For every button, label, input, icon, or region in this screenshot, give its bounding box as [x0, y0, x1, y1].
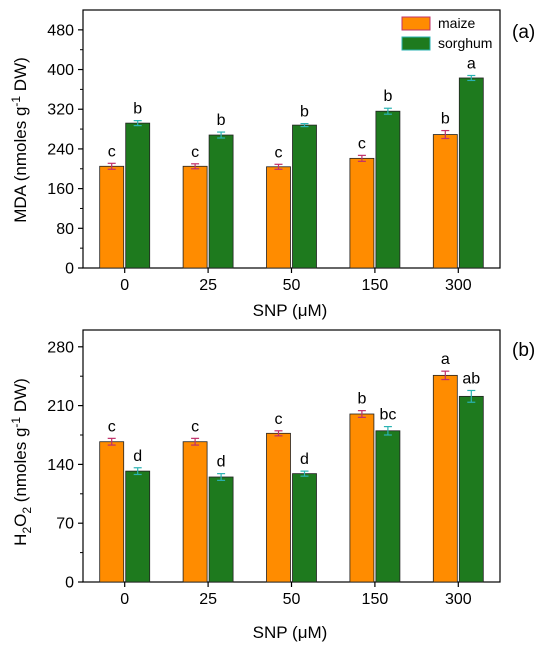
- panel-a-x-tick-label: 150: [362, 277, 389, 294]
- panel-a-sig-letter-maize-150: c: [358, 135, 366, 152]
- panel-b-x-tick-label: 150: [362, 591, 389, 608]
- panel-a-mda-chart: (a) MDA (nmoles g-1 DW) SNP (μM) maize s…: [9, 9, 535, 320]
- panel-a-bar-maize-25: [182, 165, 208, 269]
- panel-a-bar-sorghum-150: [375, 110, 401, 269]
- panel-a-y-tick-label: 240: [47, 141, 74, 158]
- panel-b-bar-sorghum-0: [125, 470, 151, 583]
- panel-b-y-tick-label: 0: [65, 575, 74, 592]
- panel-a-sig-letter-maize-50: c: [275, 144, 283, 161]
- panel-b-bar-sorghum-50: [292, 473, 317, 583]
- panel-a-bar-sorghum-25: [208, 134, 234, 269]
- panel-a-y-axis-title: MDA (nmoles g-1 DW): [9, 57, 30, 223]
- panel-b-bar-sorghum-300: [458, 395, 484, 583]
- panel-b-sig-letter-maize-150: b: [357, 391, 366, 408]
- panel-b-sig-letter-sorghum-50: d: [300, 451, 309, 468]
- panel-a-bar-maize-300: [432, 134, 458, 269]
- panel-b-bar-maize-0: [99, 441, 125, 583]
- panel-a-x-tick-label: 0: [120, 277, 129, 294]
- legend-swatch-sorghum: [401, 36, 431, 51]
- panel-a-bar-maize-50: [266, 166, 291, 269]
- panel-a-x-tick-label: 25: [199, 277, 217, 294]
- panel-a-y-tick-label: 0: [65, 261, 74, 278]
- panel-b-h2o2-chart: (b) H2O2 (nmoles g-1 DW) SNP (μM) 0 70 140…: [9, 329, 535, 642]
- legend-label-maize: maize: [438, 15, 476, 31]
- panel-b-x-tick-label: 0: [120, 591, 129, 608]
- panel-a-bar-maize-150: [349, 157, 375, 269]
- panel-a-sig-letter-sorghum-300: a: [467, 55, 476, 72]
- panel-b-x-tick-label: 50: [283, 591, 301, 608]
- legend: maize sorghum: [401, 15, 492, 51]
- panel-a-x-tick-label: 50: [283, 277, 301, 294]
- panel-b-sig-letter-maize-300: a: [441, 351, 450, 368]
- panel-b-bar-maize-25: [182, 441, 208, 583]
- panel-b-x-tick-label: 300: [445, 591, 472, 608]
- panel-b-sig-letter-maize-50: c: [275, 411, 283, 428]
- panel-a-x-tick-label: 300: [445, 277, 472, 294]
- panel-a-y-tick-label: 480: [47, 22, 74, 39]
- panel-a-sig-letter-sorghum-25: b: [217, 112, 226, 129]
- panel-a-x-axis-title: SNP (μM): [253, 301, 328, 320]
- panel-a-bar-maize-0: [99, 165, 125, 269]
- panel-a-sig-letter-maize-0: c: [108, 143, 116, 160]
- panel-b-bar-maize-150: [349, 413, 375, 583]
- panel-a-sig-letter-maize-300: b: [441, 111, 450, 128]
- panel-a-bar-sorghum-50: [292, 124, 317, 269]
- panel-b-y-tick-label: 210: [47, 398, 74, 415]
- panel-b-y-tick-label: 70: [56, 516, 74, 533]
- panel-b-sig-letter-maize-25: c: [191, 418, 199, 435]
- legend-swatch-maize: [401, 16, 431, 31]
- panel-b-bar-maize-300: [432, 374, 458, 583]
- panel-a-label: (a): [512, 22, 535, 43]
- legend-label-sorghum: sorghum: [438, 35, 492, 51]
- panel-a-bar-sorghum-0: [125, 122, 151, 269]
- panel-b-sig-letter-sorghum-300: ab: [462, 370, 480, 387]
- panel-b-x-axis-title: SNP (μM): [253, 623, 328, 642]
- panel-b-sig-letter-maize-0: c: [108, 418, 116, 435]
- panel-a-sig-letter-maize-25: c: [191, 144, 199, 161]
- panel-b-bar-sorghum-25: [208, 476, 234, 583]
- panel-b-y-tick-label: 140: [47, 457, 74, 474]
- panel-b-bar-sorghum-150: [375, 430, 401, 583]
- panel-a-sig-letter-sorghum-0: b: [133, 101, 142, 118]
- panel-a-y-tick-label: 320: [47, 102, 74, 119]
- panel-a-y-tick-label: 80: [56, 221, 74, 238]
- panel-b-x-tick-label: 25: [199, 591, 217, 608]
- panel-a-sig-letter-sorghum-50: b: [300, 104, 309, 121]
- panel-b-sig-letter-sorghum-25: d: [217, 454, 226, 471]
- panel-a-sig-letter-sorghum-150: b: [383, 88, 392, 105]
- panel-a-y-tick-label: 160: [47, 181, 74, 198]
- panel-b-label: (b): [512, 340, 535, 361]
- panel-b-sig-letter-sorghum-150: bc: [379, 407, 396, 424]
- panel-b-bar-maize-50: [266, 432, 291, 583]
- panel-b-sig-letter-sorghum-0: d: [133, 448, 142, 465]
- panel-a-y-tick-label: 400: [47, 62, 74, 79]
- panel-b-y-tick-label: 280: [47, 339, 74, 356]
- panel-a-bar-sorghum-300: [458, 77, 484, 269]
- panel-b-y-axis-title: H2O2 (nmoles g-1 DW): [9, 378, 34, 546]
